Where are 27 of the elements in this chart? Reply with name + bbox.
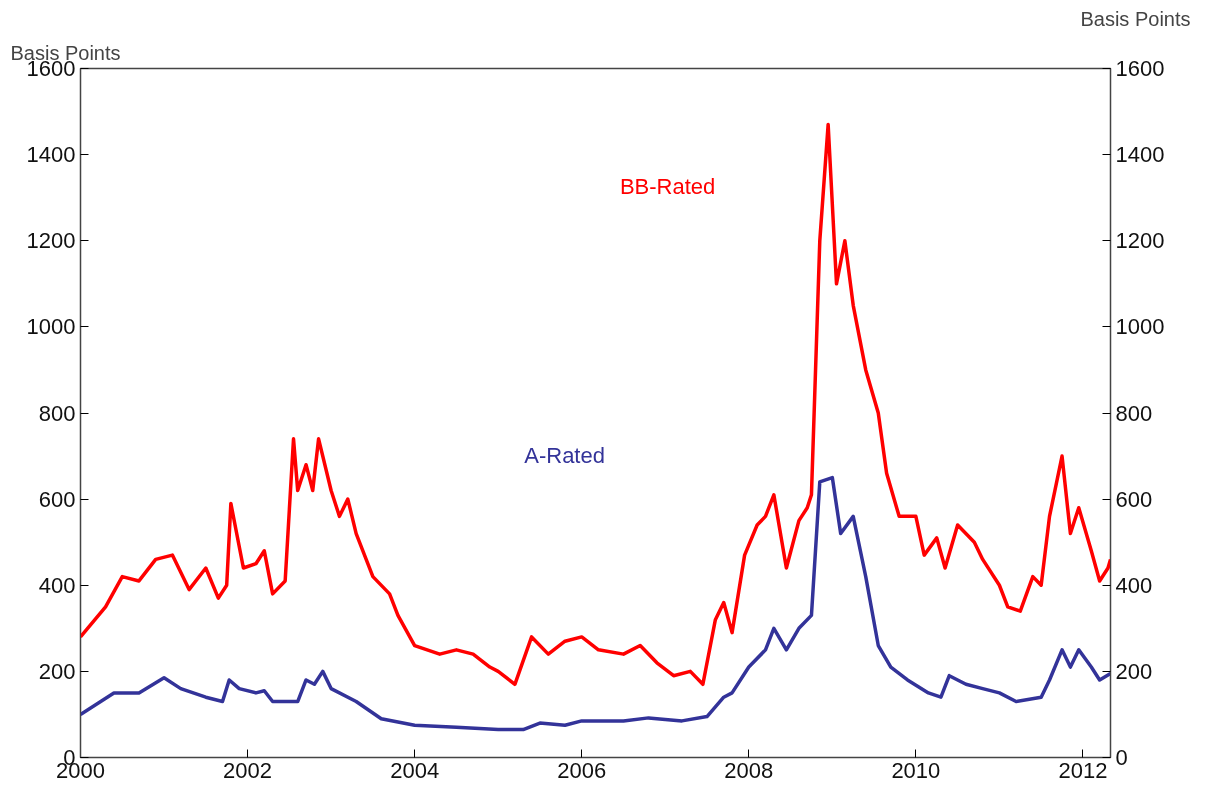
x-tick-label: 2008 [724,757,774,783]
y2-tick-label: 800 [1115,400,1153,426]
y-tick-label: 1000 [26,314,76,340]
y2-tick-label: 1600 [1115,56,1165,81]
y-tick-label: 400 [38,572,76,598]
x-tick-label: 2002 [223,757,273,783]
text: A-Rated [524,443,605,469]
x-tick-label: 2004 [390,757,440,783]
line-series [80,122,1111,687]
y2-tick-label: 400 [1115,572,1153,598]
line-series [80,475,1111,732]
y2-tick-label: 0 [1115,745,1128,770]
y-tick-label: 600 [38,486,76,512]
y-tick-label: 1200 [26,228,76,254]
y2-axis-title: Basis Points [1080,7,1191,30]
x-tick-label: 2006 [557,757,607,783]
y2-tick-label: 600 [1115,486,1153,512]
y2-tick-label: 1000 [1115,314,1165,340]
y-tick-label: 800 [38,400,76,426]
y2-tick-label: 200 [1115,658,1153,684]
y2-tick-label: 1400 [1115,142,1165,168]
text: BB-Rated [619,174,716,200]
y2-tick-label: 1200 [1115,228,1165,254]
x-tick-label: 2010 [891,757,941,783]
y-tick-label: 200 [38,658,76,684]
x-tick-label: 2012 [1058,757,1108,783]
y-tick-label: 1400 [26,142,76,168]
